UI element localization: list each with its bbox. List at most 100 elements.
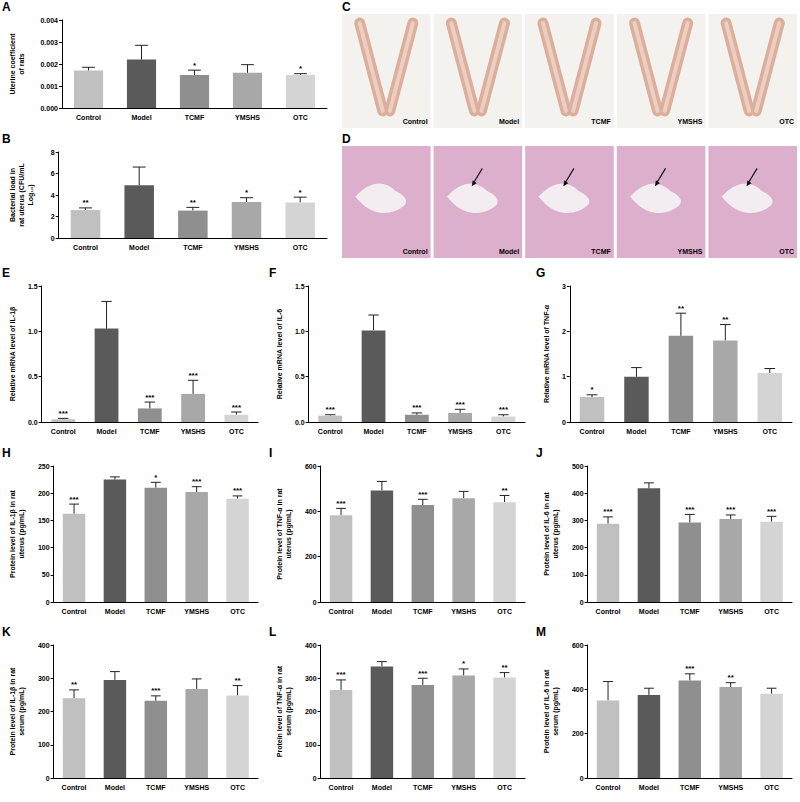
svg-text:Bacterial load in: Bacterial load in <box>9 168 16 222</box>
svg-text:1.5: 1.5 <box>295 283 305 290</box>
svg-text:YMSHS: YMSHS <box>181 428 206 435</box>
svg-text:OTC: OTC <box>764 784 779 791</box>
svg-text:Control: Control <box>62 784 87 791</box>
svg-text:TCMF: TCMF <box>146 608 166 615</box>
svg-text:400: 400 <box>572 686 584 693</box>
svg-text:0.5: 0.5 <box>28 373 38 380</box>
svg-text:2: 2 <box>51 213 55 220</box>
svg-text:Model: Model <box>499 248 519 255</box>
svg-text:Model: Model <box>372 608 392 615</box>
svg-text:YMSHS: YMSHS <box>718 608 743 615</box>
svg-text:0: 0 <box>580 775 584 782</box>
svg-text:*: * <box>590 385 594 394</box>
svg-text:Control: Control <box>403 118 428 125</box>
svg-text:100: 100 <box>572 571 584 578</box>
svg-text:***: *** <box>232 403 242 412</box>
svg-text:TCMF: TCMF <box>185 114 205 121</box>
svg-text:500: 500 <box>572 463 584 470</box>
svg-text:0.001: 0.001 <box>40 83 58 90</box>
svg-text:150: 150 <box>38 517 50 524</box>
svg-text:Model: Model <box>105 608 125 615</box>
svg-text:Model: Model <box>372 784 392 791</box>
svg-text:TCMF: TCMF <box>183 244 203 251</box>
svg-text:Protein level of TNF-α in rat: Protein level of TNF-α in rat <box>276 488 283 580</box>
svg-text:OTC: OTC <box>779 248 794 255</box>
svg-text:**: ** <box>190 198 197 207</box>
svg-text:***: *** <box>412 403 422 412</box>
svg-text:**: ** <box>234 676 241 685</box>
svg-text:**: ** <box>722 315 729 324</box>
svg-text:2: 2 <box>562 328 566 335</box>
svg-text:***: *** <box>69 495 79 504</box>
svg-text:uterus (pg/mL): uterus (pg/mL) <box>18 510 26 559</box>
svg-text:YMSHS: YMSHS <box>451 784 476 791</box>
svg-text:uterus (pg/mL): uterus (pg/mL) <box>285 510 293 559</box>
svg-text:**: ** <box>82 198 89 207</box>
svg-text:4: 4 <box>51 192 55 199</box>
svg-text:200: 200 <box>305 553 317 560</box>
svg-text:TCMF: TCMF <box>146 784 166 791</box>
svg-text:Uterine coefficient: Uterine coefficient <box>9 33 16 95</box>
svg-text:**: ** <box>728 673 735 682</box>
svg-text:Protein level of TNF-α in rat: Protein level of TNF-α in rat <box>276 665 283 757</box>
svg-text:TCMF: TCMF <box>413 784 433 791</box>
svg-text:**: ** <box>678 304 685 313</box>
svg-text:Model: Model <box>96 428 116 435</box>
svg-text:400: 400 <box>305 508 317 515</box>
svg-text:6: 6 <box>51 170 55 177</box>
svg-text:Model: Model <box>105 784 125 791</box>
svg-text:***: *** <box>455 400 465 409</box>
svg-text:Relative mRNA level of IL-6: Relative mRNA level of IL-6 <box>276 309 283 399</box>
svg-text:YMSHS: YMSHS <box>677 118 702 125</box>
svg-text:200: 200 <box>38 490 50 497</box>
svg-text:YMSHS: YMSHS <box>713 428 738 435</box>
svg-text:Control: Control <box>73 244 98 251</box>
svg-text:***: *** <box>499 405 509 414</box>
svg-text:OTC: OTC <box>230 608 245 615</box>
svg-text:Protein level of IL-6 in rat: Protein level of IL-6 in rat <box>543 492 550 576</box>
svg-text:YMSHS: YMSHS <box>184 784 209 791</box>
svg-text:0: 0 <box>46 775 50 782</box>
svg-text:OTC: OTC <box>293 244 308 251</box>
svg-text:Control: Control <box>580 428 605 435</box>
svg-text:0.002: 0.002 <box>40 61 58 68</box>
svg-text:***: *** <box>188 371 198 380</box>
svg-text:***: *** <box>418 490 428 499</box>
svg-text:Control: Control <box>51 428 76 435</box>
svg-text:uterus (pg/mL): uterus (pg/mL) <box>552 510 560 559</box>
svg-text:***: *** <box>59 409 69 418</box>
svg-text:OTC: OTC <box>762 428 777 435</box>
svg-text:***: *** <box>603 507 613 516</box>
svg-text:0.0: 0.0 <box>28 419 38 426</box>
svg-text:100: 100 <box>305 741 317 748</box>
svg-text:TCMF: TCMF <box>591 248 611 255</box>
svg-text:TCMF: TCMF <box>407 428 427 435</box>
svg-text:Protein level of IL-1β in rat: Protein level of IL-1β in rat <box>9 667 17 756</box>
svg-text:200: 200 <box>305 708 317 715</box>
svg-text:Model: Model <box>363 428 383 435</box>
svg-text:Relative mRNA level of TNF-α: Relative mRNA level of TNF-α <box>543 304 550 403</box>
svg-text:Relative mRNA level of IL-1β: Relative mRNA level of IL-1β <box>9 306 17 401</box>
svg-text:OTC: OTC <box>497 784 512 791</box>
svg-text:TCMF: TCMF <box>591 118 611 125</box>
svg-text:250: 250 <box>38 463 50 470</box>
svg-text:200: 200 <box>572 730 584 737</box>
svg-text:0: 0 <box>562 419 566 426</box>
svg-text:serum (pg/mL): serum (pg/mL) <box>18 687 26 736</box>
svg-text:OTC: OTC <box>497 608 512 615</box>
svg-text:Control: Control <box>596 784 621 791</box>
svg-text:1: 1 <box>562 373 566 380</box>
svg-text:0: 0 <box>51 235 55 242</box>
svg-text:*: * <box>299 64 303 73</box>
svg-text:3: 3 <box>562 283 566 290</box>
svg-text:serum (pg/mL): serum (pg/mL) <box>552 687 560 736</box>
svg-text:0.004: 0.004 <box>40 17 58 24</box>
svg-text:***: *** <box>336 670 346 679</box>
svg-text:1.5: 1.5 <box>28 283 38 290</box>
svg-text:Model: Model <box>131 114 151 121</box>
svg-text:of rats: of rats <box>18 53 25 75</box>
svg-text:***: *** <box>418 669 428 678</box>
svg-text:0: 0 <box>313 599 317 606</box>
svg-text:Control: Control <box>318 428 343 435</box>
svg-text:Control: Control <box>596 608 621 615</box>
